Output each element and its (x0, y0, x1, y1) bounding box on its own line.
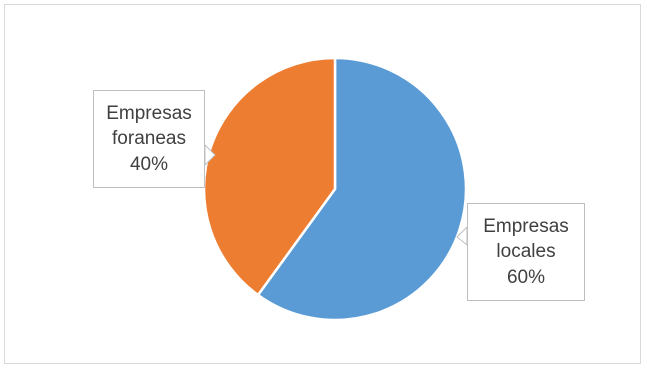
data-label-percent: 40% (129, 153, 169, 175)
data-label-name-line-2: foraneas (112, 128, 186, 150)
data-label-empresas-foraneas: Empresas foraneas 40% (93, 90, 205, 188)
pie-chart (202, 56, 468, 322)
pie-slice-empresas-locales (256, 56, 468, 322)
data-label-name-line-2: locales (496, 241, 556, 263)
data-label-name-line-1: Empresas (483, 216, 569, 238)
data-label-percent: 60% (506, 266, 546, 288)
data-label-empresas-locales: Empresas locales 60% (467, 203, 585, 301)
callout-pointer-empresas-foraneas (204, 143, 216, 167)
chart-area: Empresas locales 60% Empresas foraneas 4… (4, 4, 641, 364)
data-label-name-line-1: Empresas (106, 103, 192, 125)
pie-slice-empresas-foraneas (202, 56, 337, 297)
